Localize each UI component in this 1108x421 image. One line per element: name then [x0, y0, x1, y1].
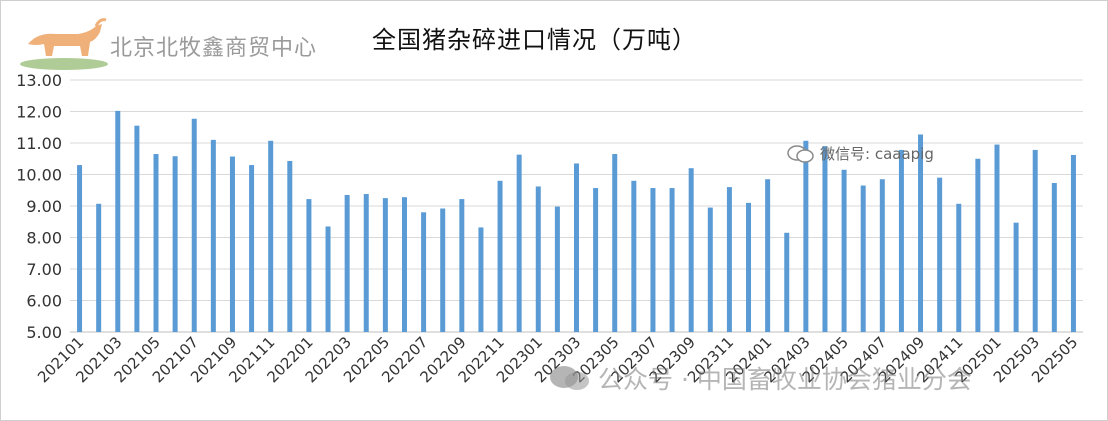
- bar-202303: [574, 163, 579, 332]
- bar-202410: [937, 177, 943, 332]
- y-tick-label: 5.00: [26, 323, 62, 342]
- y-axis-ticks: 5.00 6.00 7.00 8.00 9.00 10.00 11.00 12.00 13.00: [16, 71, 62, 342]
- logo-text: 北京北牧鑫商贸中心: [110, 36, 318, 61]
- bar-202108: [210, 139, 216, 332]
- bar-202211: [497, 180, 503, 332]
- bars: [77, 110, 1076, 333]
- logo-bull-icon: [20, 18, 108, 70]
- bar-202310: [707, 207, 713, 332]
- bar-202107: [191, 118, 197, 333]
- bar-202207: [421, 212, 427, 332]
- bar-202209: [459, 199, 465, 332]
- bar-202202: [325, 226, 331, 332]
- y-tick-label: 13.00: [16, 71, 62, 90]
- bar-202406: [860, 185, 866, 332]
- bar-202105: [153, 154, 159, 332]
- account-name: 公众号 · 中国畜牧业协会猪业分会: [598, 365, 972, 394]
- bar-202304: [593, 188, 599, 332]
- y-tick-label: 8.00: [26, 229, 62, 248]
- bar-202111: [268, 140, 274, 332]
- bar-202208: [440, 208, 446, 332]
- bar-202305: [612, 154, 618, 332]
- wechat-id: 微信号: caaapig: [820, 145, 934, 163]
- bar-202101: [77, 165, 83, 332]
- bar-202109: [229, 156, 235, 332]
- bar-202309: [688, 168, 694, 332]
- bar-202502: [1013, 222, 1019, 332]
- bar-202401: [765, 179, 771, 332]
- bar-202308: [669, 188, 675, 332]
- y-tick-label: 6.00: [26, 292, 62, 311]
- bar-202203: [344, 194, 350, 332]
- bar-202112: [287, 160, 293, 332]
- bar-202311: [726, 187, 732, 332]
- bar-202505: [1070, 154, 1076, 332]
- bar-202403: [803, 140, 809, 332]
- bar-202201: [306, 199, 312, 332]
- y-tick-label: 7.00: [26, 260, 62, 279]
- bar-202302: [554, 206, 560, 332]
- bar-202402: [784, 232, 790, 332]
- bar-202106: [172, 156, 178, 332]
- bar-202501: [994, 144, 1000, 332]
- bar-202306: [631, 180, 637, 332]
- bar-202503: [1032, 149, 1038, 332]
- y-tick-label: 12.00: [16, 103, 62, 122]
- wechat-account-icon: [550, 366, 589, 390]
- chart-title: 全国猪杂碎进口情况（万吨）: [372, 26, 697, 54]
- bar-202405: [841, 169, 847, 332]
- bar-202210: [478, 227, 484, 332]
- y-tick-label: 10.00: [16, 166, 62, 185]
- bar-202206: [401, 197, 407, 332]
- bar-202409: [918, 134, 924, 332]
- bar-202204: [363, 194, 369, 332]
- bar-202412: [975, 158, 981, 332]
- bar-202104: [134, 125, 140, 332]
- bar-202407: [879, 179, 885, 332]
- bar-202411: [956, 203, 962, 332]
- bar-202301: [535, 186, 541, 332]
- bar-202205: [382, 198, 388, 332]
- bar-202103: [115, 110, 121, 333]
- wechat-watermark: 微信号: caaapig: [786, 143, 934, 164]
- account-watermark: 公众号 · 中国畜牧业协会猪业分会: [548, 360, 972, 396]
- y-tick-label: 11.00: [16, 134, 62, 153]
- bar-202102: [96, 203, 102, 332]
- bar-202110: [249, 165, 255, 332]
- bar-202408: [898, 149, 904, 332]
- bar-202312: [746, 202, 752, 332]
- y-tick-label: 9.00: [26, 197, 62, 216]
- bar-202307: [650, 188, 656, 332]
- wechat-icon: [787, 144, 814, 163]
- bar-202212: [516, 154, 522, 332]
- bar-202504: [1051, 183, 1057, 332]
- bar-202404: [822, 146, 828, 332]
